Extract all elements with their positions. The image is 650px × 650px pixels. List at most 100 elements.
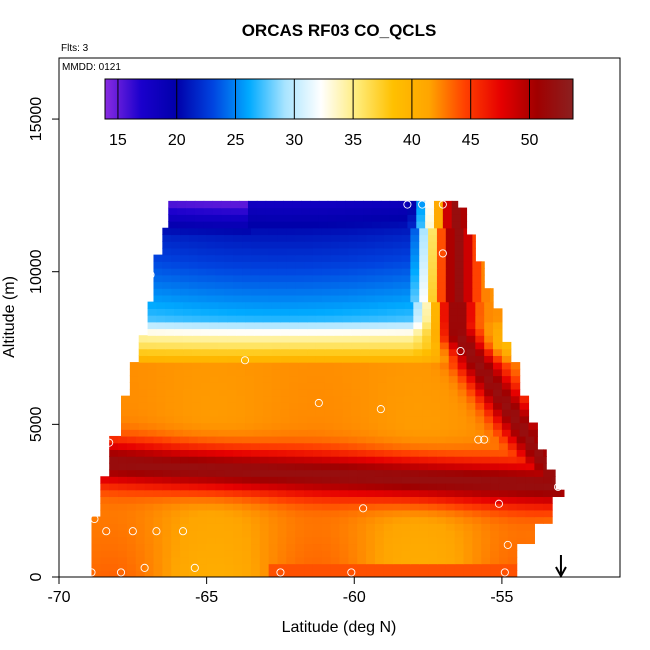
heatmap-cell xyxy=(404,315,414,323)
heatmap-cell xyxy=(183,368,193,377)
heatmap-cell xyxy=(156,362,166,370)
heatmap-cell xyxy=(342,308,352,316)
heatmap-cell xyxy=(162,543,172,551)
heatmap-cell xyxy=(330,254,341,262)
heatmap-cell xyxy=(498,442,509,450)
sample-point xyxy=(178,527,188,536)
heatmap-cell xyxy=(138,422,149,430)
heatmap-cell xyxy=(185,214,196,222)
heatmap-cell xyxy=(351,409,361,417)
heatmap-cell xyxy=(354,214,364,222)
heatmap-cell xyxy=(463,435,473,444)
heatmap-cell xyxy=(333,362,344,370)
sample-point xyxy=(359,504,368,513)
heatmap-cell xyxy=(295,227,305,236)
heatmap-cell xyxy=(472,516,482,524)
heatmap-cell xyxy=(404,362,414,370)
heatmap-cell xyxy=(224,563,234,571)
heatmap-cell xyxy=(339,268,349,276)
heatmap-cell xyxy=(183,409,193,417)
heatmap-cell xyxy=(265,221,276,229)
heatmap-cell xyxy=(339,247,349,256)
heatmap-cell xyxy=(466,415,476,424)
heatmap-cell xyxy=(534,509,544,518)
heatmap-cell xyxy=(286,462,296,471)
heatmap-cell xyxy=(392,570,403,577)
x-axis-label: Latitude (deg N) xyxy=(282,619,397,636)
heatmap-cell xyxy=(295,288,305,296)
heatmap-cell xyxy=(224,509,234,518)
sample-point xyxy=(438,249,447,258)
heatmap-cell xyxy=(286,523,296,531)
heatmap-cell xyxy=(242,281,252,289)
heatmap-cell xyxy=(242,529,252,538)
heatmap-cell xyxy=(209,308,220,316)
heatmap-cell xyxy=(138,355,149,363)
heatmap-cell xyxy=(436,543,447,551)
heatmap-cell xyxy=(321,509,332,518)
heatmap-cell xyxy=(410,570,420,577)
heatmap-cell xyxy=(259,503,270,511)
heatmap-cell xyxy=(445,254,456,262)
heatmap-cell xyxy=(498,556,509,565)
flights-note: Flts: 3 xyxy=(61,43,89,54)
heatmap-cell xyxy=(330,503,341,511)
heatmap-cell xyxy=(448,315,459,323)
heatmap-cell xyxy=(126,482,137,491)
heatmap-cell xyxy=(126,563,137,571)
heatmap-cell xyxy=(357,543,367,551)
heatmap-cell xyxy=(410,288,420,296)
heatmap-cell xyxy=(295,247,305,256)
heatmap-cell xyxy=(498,449,509,457)
heatmap-cell xyxy=(428,442,438,450)
heatmap-cell xyxy=(253,341,264,350)
heatmap-cell xyxy=(369,321,379,330)
heatmap-cell xyxy=(428,241,438,249)
heatmap-cell xyxy=(304,516,314,524)
sample-point xyxy=(500,568,509,577)
heatmap-cell xyxy=(165,348,175,356)
heatmap-cell xyxy=(280,415,290,424)
heatmap-cell xyxy=(348,288,358,296)
heatmap-cell xyxy=(147,375,158,383)
heatmap-cell xyxy=(250,536,261,545)
heatmap-cell xyxy=(445,261,456,269)
heatmap-cell xyxy=(298,382,308,390)
heatmap-cell xyxy=(401,516,411,524)
heatmap-cell xyxy=(262,362,273,370)
heatmap-cell xyxy=(215,274,225,283)
heatmap-cell xyxy=(498,469,509,477)
heatmap-cell xyxy=(383,281,394,289)
heatmap-cell xyxy=(374,503,385,511)
heatmap-cell xyxy=(321,462,332,471)
heatmap-cell xyxy=(171,516,181,524)
heatmap-cell xyxy=(348,254,358,262)
heatmap-cell xyxy=(312,503,323,511)
heatmap-cell xyxy=(286,456,296,464)
heatmap-cell xyxy=(242,570,252,577)
heatmap-cell xyxy=(416,214,426,222)
heatmap-cell xyxy=(174,415,184,424)
heatmap-cell xyxy=(374,523,385,531)
heatmap-cell xyxy=(304,241,314,249)
heatmap-cell xyxy=(242,509,252,518)
heatmap-cell xyxy=(422,402,432,410)
heatmap-cell xyxy=(484,422,494,430)
heatmap-cell xyxy=(318,214,329,222)
heatmap-cell xyxy=(156,321,166,330)
heatmap-cell xyxy=(324,335,335,343)
heatmap-cell xyxy=(490,570,500,577)
heatmap-cell xyxy=(268,227,279,236)
heatmap-cell xyxy=(262,308,273,316)
heatmap-cell xyxy=(431,348,441,356)
heatmap-cell xyxy=(171,247,181,256)
heatmap-cell xyxy=(295,449,305,457)
heatmap-cell xyxy=(165,355,175,363)
heatmap-cell xyxy=(162,523,172,531)
heatmap-cell xyxy=(286,294,296,303)
heatmap-cell xyxy=(245,429,255,437)
heatmap-cell xyxy=(100,570,110,577)
heatmap-cell xyxy=(436,247,447,256)
heatmap-cell xyxy=(253,429,264,437)
heatmap-cell xyxy=(410,274,420,283)
